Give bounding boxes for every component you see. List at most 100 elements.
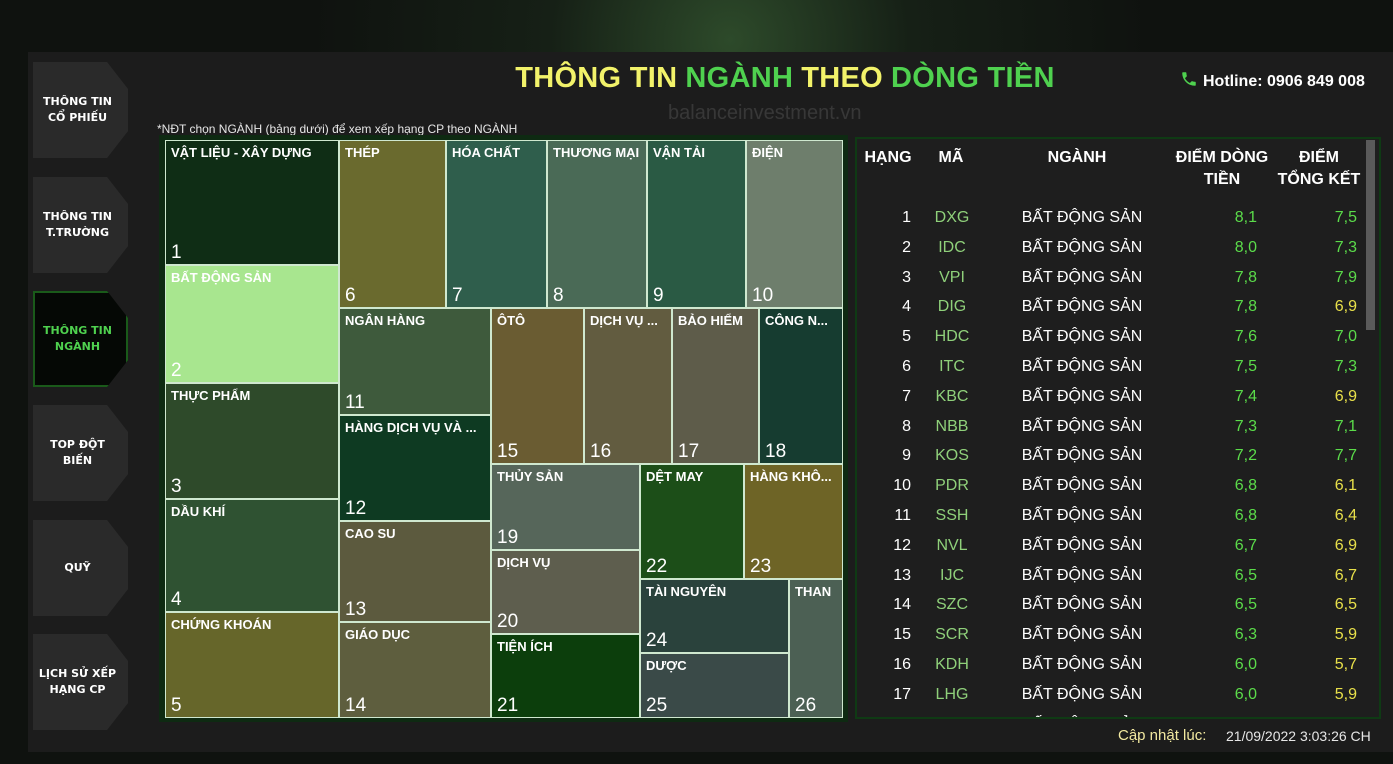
table-row[interactable]: 5 HDC BẤT ĐỘNG SẢN 7,6 7,0 (857, 328, 1367, 356)
tile-label: TÀI NGUYÊN (646, 584, 727, 599)
table-row[interactable]: 9 KOS BẤT ĐỘNG SẢN 7,2 7,7 (857, 447, 1367, 475)
table-row[interactable]: 17 LHG BẤT ĐỘNG SẢN 6,0 5,9 (857, 686, 1367, 714)
tile-rank: 11 (345, 392, 365, 413)
cell-sector: BẤT ĐỘNG SẢN (1021, 447, 1143, 465)
column-header: HẠNG (864, 149, 912, 166)
tile-rank: 16 (590, 441, 612, 462)
treemap-tile[interactable]: DỊCH VỤ ... 16 (584, 308, 672, 464)
tile-rank: 6 (345, 285, 356, 306)
cell-code: ITC (939, 358, 965, 375)
hotline[interactable]: Hotline: 0906 849 008 (1180, 70, 1365, 91)
cell-sector: BẤT ĐỘNG SẢN (1021, 477, 1143, 495)
table-row[interactable]: 4 DIG BẤT ĐỘNG SẢN 7,8 6,9 (857, 298, 1367, 326)
cell-code: VPI (939, 268, 965, 286)
nav-button[interactable]: THÔNG TIN NGÀNH (33, 291, 128, 387)
nav-button[interactable]: TOP ĐỘT BIẾN (33, 405, 128, 501)
table-row[interactable]: 15 SCR BẤT ĐỘNG SẢN 6,3 5,9 (857, 626, 1367, 654)
treemap-tile[interactable]: BẢO HIỂM 17 (672, 308, 759, 464)
treemap-tile[interactable]: NGÂN HÀNG 11 (339, 308, 491, 415)
title-part: NGÀNH (685, 62, 794, 94)
cell-total: 6,9 (1334, 298, 1357, 316)
treemap-tile[interactable]: HÀNG DỊCH VỤ VÀ ... 12 (339, 415, 491, 521)
cell-rank: 3 (902, 268, 911, 286)
nav-button[interactable]: QUỸ (33, 520, 128, 616)
cell-code: DIG (937, 298, 967, 316)
cell-rank: 4 (902, 298, 911, 316)
ranking-table: HẠNG MÃ NGÀNH ĐIỂM DÒNG TIỀN ĐIỂM TỔNG KẾT 1 D… (855, 137, 1381, 719)
cell-flow: 6,0 (1234, 656, 1257, 673)
tile-label: CHỨNG KHOÁN (171, 617, 272, 632)
table-row[interactable]: 14 SZC BẤT ĐỘNG SẢN 6,5 6,5 (857, 596, 1367, 624)
tile-rank: 22 (646, 556, 668, 577)
table-row[interactable]: 2 IDC BẤT ĐỘNG SẢN 8,0 7,3 (857, 239, 1367, 267)
cell-sector: BẤT ĐỘNG SẢN (1021, 685, 1143, 703)
cell-sector: BẤT ĐỘNG SẢN (1021, 507, 1143, 524)
scrollbar[interactable] (1366, 140, 1375, 330)
cell-total: 6,2 (1277, 716, 1357, 717)
tile-rank: 19 (497, 527, 519, 548)
treemap-tile[interactable]: BẤT ĐỘNG SẢN 2 (165, 265, 339, 383)
nav-button[interactable]: LỊCH SỬ XẾP HẠNG CP (33, 634, 128, 730)
treemap-tile[interactable]: THÉP 6 (339, 140, 446, 308)
tile-label: ĐIỆN (752, 145, 784, 160)
treemap-tile[interactable]: ÔTÔ 15 (491, 308, 584, 464)
treemap-tile[interactable]: DỊCH VỤ 20 (491, 550, 640, 634)
treemap-tile[interactable]: GIÁO DỤC 14 (339, 622, 491, 718)
tile-rank: 9 (653, 285, 664, 306)
treemap-tile[interactable]: TÀI NGUYÊN 24 (640, 579, 789, 653)
title-part: DÒNG TIỀN (890, 62, 1055, 94)
cell-total: 7,0 (1334, 328, 1357, 346)
cell-sector: BẤT ĐỘNG SẢN (1021, 626, 1143, 644)
cell-total: 6,5 (1334, 596, 1357, 614)
table-row[interactable]: 13 IJC BẤT ĐỘNG SẢN 6,5 6,7 (857, 567, 1367, 595)
table-row[interactable]: 11 SSH BẤT ĐỘNG SẢN 6,8 6,4 (857, 507, 1367, 535)
tile-label: CAO SU (345, 526, 396, 541)
tile-label: DƯỢC (646, 658, 687, 673)
tile-rank: 3 (171, 476, 182, 497)
treemap-tile[interactable]: DẦU KHÍ 4 (165, 499, 339, 612)
treemap-tile[interactable]: DƯỢC 25 (640, 653, 789, 718)
watermark: balanceinvestment.vn (668, 102, 862, 124)
treemap-tile[interactable]: ĐIỆN 10 (746, 140, 843, 308)
treemap-tile[interactable]: THAN 26 (789, 579, 843, 718)
cell-total: 7,3 (1334, 238, 1357, 256)
treemap-tile[interactable]: VẬN TẢI 9 (647, 140, 746, 308)
treemap-tile[interactable]: CÔNG N... 18 (759, 308, 843, 464)
cell-flow: 7,4 (1234, 387, 1257, 405)
table-row[interactable]: 6 ITC BẤT ĐỘNG SẢN 7,5 7,3 (857, 358, 1367, 386)
tile-label: DỆT MAY (646, 469, 704, 484)
tile-label: TIỆN ÍCH (497, 639, 553, 654)
treemap-tile[interactable]: CHỨNG KHOÁN 5 (165, 612, 339, 718)
treemap-tile[interactable]: HÓA CHẤT 7 (446, 140, 547, 308)
treemap-tile[interactable]: DỆT MAY 22 (640, 464, 744, 579)
table-row[interactable]: 1 DXG BẤT ĐỘNG SẢN 8,1 7,5 (857, 209, 1367, 237)
treemap-tile[interactable]: THỦY SẢN 19 (491, 464, 640, 550)
table-row[interactable]: 10 PDR BẤT ĐỘNG SẢN 6,8 6,1 (857, 477, 1367, 505)
cell-sector: BẤT ĐỘNG SẢN (1021, 536, 1143, 554)
treemap-tile[interactable]: THƯƠNG MẠI 8 (547, 140, 647, 308)
tile-rank: 25 (646, 695, 668, 716)
tile-label: GIÁO DỤC (345, 627, 410, 642)
tile-rank: 5 (171, 695, 182, 716)
treemap-tile[interactable]: CAO SU 13 (339, 521, 491, 622)
table-row[interactable]: 12 NVL BẤT ĐỘNG SẢN 6,7 6,9 (857, 537, 1367, 565)
table-row[interactable]: 7 KBC BẤT ĐỘNG SẢN 7,4 6,9 (857, 388, 1367, 416)
treemap-tile[interactable]: THỰC PHẨM 3 (165, 383, 339, 499)
table-row[interactable]: 3 VPI BẤT ĐỘNG SẢN 7,8 7,9 (857, 269, 1367, 297)
cell-sector: BẤT ĐỘNG SẢN (1021, 268, 1143, 286)
treemap-tile[interactable]: TIỆN ÍCH 21 (491, 634, 640, 718)
table-row[interactable]: 16 KDH BẤT ĐỘNG SẢN 6,0 5,7 (857, 656, 1367, 684)
cell-code: KOS (935, 447, 969, 465)
treemap-tile[interactable]: VẬT LIỆU - XÂY DỰNG 1 (165, 140, 339, 265)
table-row[interactable]: 18 PFL BẤT ĐỘNG SẢN 5,9 6,2 (857, 716, 1367, 717)
cell-code: NBB (935, 417, 969, 435)
table-row[interactable]: 8 NBB BẤT ĐỘNG SẢN 7,3 7,1 (857, 418, 1367, 446)
tile-label: CÔNG N... (765, 313, 828, 328)
cell-code: PDR (935, 477, 969, 495)
nav-button[interactable]: THÔNG TIN T.TRƯỜNG (33, 177, 128, 273)
treemap-tile[interactable]: HÀNG KHÔ... 23 (744, 464, 843, 579)
cell-total: 6,1 (1334, 477, 1357, 495)
cell-sector: BẤT ĐỘNG SẢN (1021, 656, 1143, 673)
nav-button[interactable]: THÔNG TIN CỔ PHIẾU (33, 62, 128, 158)
cell-flow: 6,7 (1234, 536, 1257, 554)
